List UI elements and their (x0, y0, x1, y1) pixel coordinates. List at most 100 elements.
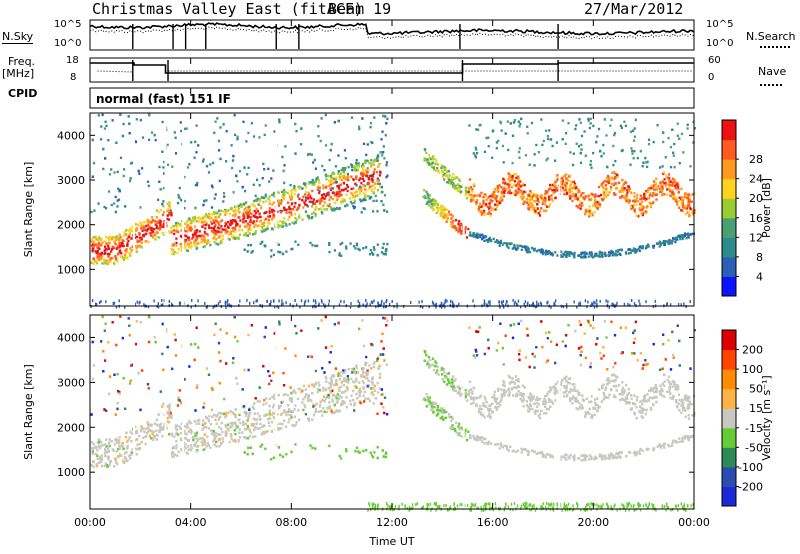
heatmap-cell (150, 228, 153, 232)
heatmap-cell (168, 202, 171, 205)
heatmap-cell (684, 192, 687, 195)
heatmap-cell (565, 250, 568, 254)
nave-label: Nave (758, 65, 787, 78)
heatmap-cell (675, 185, 678, 189)
ground-scatter-cell (540, 302, 543, 306)
ground-scatter-cell (502, 299, 504, 303)
ground-scatter-cell (168, 299, 170, 303)
heatmap-cell (273, 130, 276, 133)
heatmap-cell (384, 115, 387, 118)
heatmap-cell (483, 193, 486, 196)
heatmap-cell (141, 229, 144, 232)
heatmap-cell (668, 185, 671, 188)
heatmap-cell (90, 261, 93, 264)
heatmap-cell (104, 157, 107, 160)
heatmap-cell (325, 174, 328, 178)
heatmap-cell (533, 206, 536, 210)
heatmap-cell (684, 194, 688, 198)
heatmap-cell (218, 235, 221, 239)
heatmap-cell (212, 228, 215, 232)
heatmap-cell (179, 242, 182, 246)
heatmap-cell (601, 252, 604, 256)
heatmap-cell (342, 177, 345, 180)
heatmap-cell (222, 192, 226, 195)
heatmap-cell (196, 181, 199, 185)
heatmap-cell (546, 134, 549, 138)
heatmap-cell (250, 122, 253, 125)
heatmap-cell (199, 241, 202, 244)
heatmap-cell (443, 168, 446, 172)
heatmap-cell (675, 238, 678, 241)
heatmap-cell (571, 180, 574, 184)
heatmap-cell (434, 202, 437, 206)
heatmap-cell (481, 204, 484, 207)
heatmap-cell (364, 159, 367, 162)
heatmap-cell (580, 256, 583, 259)
heatmap-cell (494, 240, 497, 244)
heatmap-cell (329, 196, 332, 199)
heatmap-cell (253, 209, 256, 213)
heatmap-cell (256, 209, 259, 213)
heatmap-cell (372, 199, 375, 203)
ground-scatter-cell (611, 302, 613, 306)
heatmap-cell (302, 206, 305, 209)
heatmap-cell (295, 218, 298, 221)
heatmap-cell (375, 159, 378, 163)
heatmap-cell (297, 193, 300, 196)
heatmap-cell (219, 157, 222, 161)
heatmap-cell (282, 169, 285, 173)
heatmap-cell (528, 163, 531, 166)
heatmap-cell (311, 244, 314, 247)
heatmap-cell (478, 205, 481, 208)
heatmap-cell (195, 230, 198, 234)
heatmap-cell (672, 181, 675, 184)
heatmap-cell (166, 143, 169, 147)
heatmap-cell (111, 119, 114, 122)
heatmap-cell (254, 232, 257, 236)
heatmap-cell (487, 196, 490, 199)
heatmap-cell (352, 165, 355, 168)
heatmap-cell (494, 208, 497, 211)
heatmap-cell (545, 129, 548, 132)
heatmap-cell (129, 254, 132, 257)
heatmap-cell (188, 229, 191, 232)
heatmap-cell (107, 242, 110, 245)
heatmap-cell (314, 202, 317, 205)
heatmap-cell (333, 209, 336, 212)
heatmap-cell (508, 183, 511, 186)
heatmap-cell (548, 187, 552, 190)
heatmap-cell (176, 201, 180, 205)
heatmap-cell (431, 200, 434, 204)
heatmap-cell (171, 244, 174, 247)
heatmap-cell (657, 185, 660, 188)
heatmap-cell (668, 176, 671, 180)
heatmap-cell (439, 213, 442, 216)
heatmap-cell (278, 199, 281, 202)
heatmap-cell (331, 173, 334, 176)
heatmap-cell (550, 196, 553, 200)
heatmap-cell (483, 239, 486, 242)
heatmap-cell (170, 226, 173, 229)
heatmap-cell (376, 254, 379, 257)
heatmap-cell (187, 236, 190, 239)
heatmap-cell (301, 218, 304, 221)
heatmap-cell (121, 244, 124, 247)
heatmap-cell (672, 236, 675, 240)
heatmap-cell (524, 248, 527, 251)
heatmap-cell (427, 194, 430, 197)
heatmap-cell (686, 194, 689, 197)
heatmap-cell (432, 166, 435, 169)
heatmap-cell (436, 203, 440, 206)
heatmap-cell (213, 211, 216, 214)
heatmap-cell (443, 178, 446, 181)
heatmap-cell (450, 181, 453, 184)
heatmap-cell (604, 179, 607, 183)
heatmap-cell (671, 177, 674, 180)
heatmap-cell (306, 194, 309, 197)
heatmap-cell (204, 232, 207, 235)
heatmap-cell (355, 177, 358, 180)
heatmap-cell (361, 174, 364, 177)
heatmap-cell (474, 146, 477, 149)
heatmap-cell (473, 194, 476, 197)
heatmap-cell (241, 185, 244, 189)
